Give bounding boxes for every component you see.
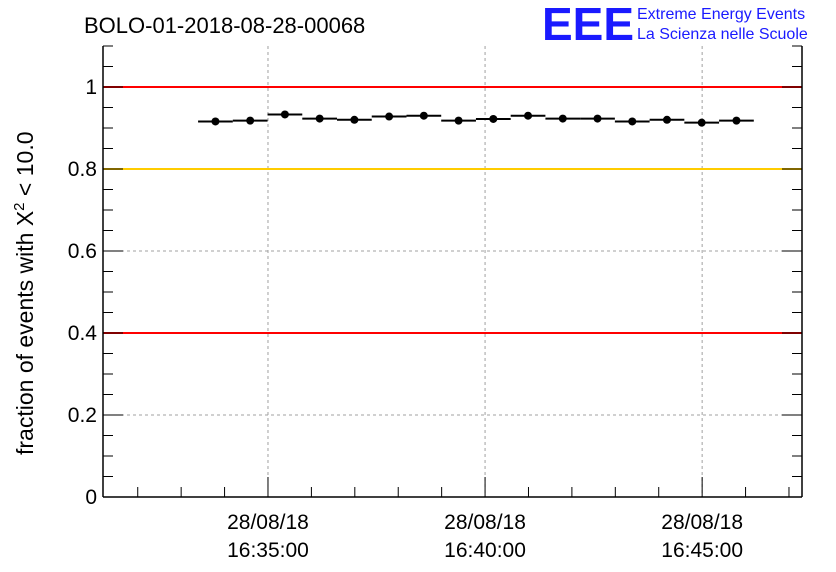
chart-title: BOLO-01-2018-08-28-00068 [84,13,365,38]
y-tick-label: 1 [85,76,97,99]
data-point [280,110,289,119]
data-point [593,114,602,123]
y-tick-label: 0 [85,486,97,509]
data-point [454,116,463,125]
logo-mark: EEE [542,0,634,50]
x-tick-label-date: 28/08/18 [444,511,526,534]
data-point [524,111,533,120]
data-point [315,114,324,123]
data-point [385,112,394,121]
grid [103,46,802,497]
y-tick-label: 0.4 [68,322,98,345]
reference-lines [103,86,802,334]
data-series [198,110,754,127]
x-tick-label-date: 28/08/18 [661,511,743,534]
data-point [211,117,220,126]
data-point [662,115,671,124]
x-tick-label-time: 16:40:00 [444,539,526,562]
data-point [558,114,567,123]
data-point [489,114,498,123]
y-tick-label: 0.2 [68,404,97,427]
tick-labels: 0 0.2 0.4 0.6 0.8 1 28/08/18 16:35:00 28/08/18 16… [68,76,743,562]
x-tick-label-time: 16:35:00 [227,539,309,562]
eee-logo: EEE Extreme Energy Events La Scienza nel… [542,0,808,50]
data-point [246,116,255,125]
logo-line-1: Extreme Energy Events [637,6,805,23]
y-axis-label: fraction of events with X2 < 10.0 [11,131,38,455]
y-tick-label: 0.8 [68,158,97,181]
y-tick-label: 0.6 [68,240,97,263]
data-point [697,118,706,127]
x-tick-label-date: 28/08/18 [227,511,309,534]
x-tick-label-time: 16:45:00 [661,539,743,562]
data-point [350,115,359,124]
data-point [732,116,741,125]
data-point [628,117,637,126]
data-point [419,111,428,120]
logo-line-2: La Scienza nelle Scuole [637,26,808,43]
axes [102,45,803,498]
